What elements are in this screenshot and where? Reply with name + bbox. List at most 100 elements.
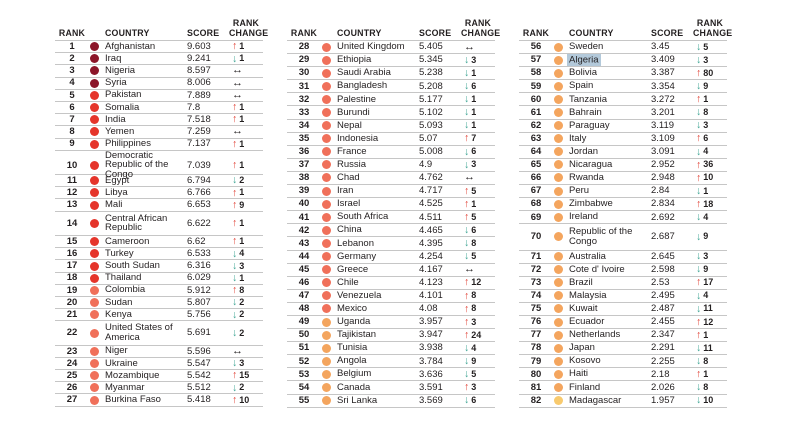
dot-cell xyxy=(89,298,105,308)
score-value: 5.405 xyxy=(419,41,443,53)
country-cell: Iraq xyxy=(105,53,187,64)
rank-same-icon: ↔ xyxy=(232,125,243,138)
score-value: 3.354 xyxy=(651,80,675,92)
score-dot-icon xyxy=(90,176,99,186)
rank-change-value: 2 xyxy=(239,327,245,338)
rank-change-cell: ↓ 3 xyxy=(229,358,263,369)
rank-value: 81 xyxy=(530,381,542,393)
score-value: 7.137 xyxy=(187,138,211,150)
rank-value: 46 xyxy=(298,276,310,288)
country-cell: Libya xyxy=(105,188,187,198)
rank-up-icon: ↑ xyxy=(696,66,702,79)
dot-cell xyxy=(321,42,337,52)
score-dot-icon xyxy=(322,382,331,392)
score-dot-icon xyxy=(322,212,331,222)
country-cell: United States of America xyxy=(105,323,187,343)
dot-cell xyxy=(321,278,337,288)
rank-down-icon: ↓ xyxy=(696,341,702,354)
rank-up-icon: ↑ xyxy=(464,211,470,224)
country-cell: Sri Lanka xyxy=(337,395,419,406)
rank-up-icon: ↑ xyxy=(464,315,470,328)
rank-change-value: 3 xyxy=(471,159,477,170)
score-dot-icon xyxy=(322,225,331,235)
country-cell: Burundi xyxy=(337,107,419,118)
table-row: 37 Russia 4.9 ↓ 3 xyxy=(287,159,495,172)
score-dot-icon xyxy=(554,55,563,65)
rank-change-value: 1 xyxy=(239,272,245,283)
dot-cell xyxy=(89,273,105,283)
dot-cell xyxy=(553,81,569,91)
score-value: 6.766 xyxy=(187,187,211,199)
rank-change-value: 3 xyxy=(471,381,477,392)
country-label: Tanzania xyxy=(569,93,608,105)
score-value: 9.603 xyxy=(187,40,211,52)
rank-change-value: 6 xyxy=(471,224,477,235)
rank-down-icon: ↓ xyxy=(232,174,238,187)
rank-change-cell: ↑ 1 xyxy=(229,188,263,199)
country-cell: Cote d' Ivoire xyxy=(569,263,651,275)
rank-value: 42 xyxy=(298,224,310,236)
country-label: Republic of the Congo xyxy=(569,226,633,247)
table-row: 22 United States of America 5.691 ↓ 2 xyxy=(55,321,263,346)
country-label: Rwanda xyxy=(569,172,604,184)
rank-change-cell: ↑ 18 xyxy=(693,199,727,210)
rank-value: 19 xyxy=(66,284,78,296)
score-dot-icon xyxy=(554,396,563,406)
rank-change-value: 9 xyxy=(703,264,709,275)
country-label: Bangladesh xyxy=(337,80,388,92)
score-value: 5.512 xyxy=(187,382,211,394)
rank-change-value: 4 xyxy=(703,146,709,157)
rank-same-icon: ↔ xyxy=(464,171,475,184)
dot-cell xyxy=(89,328,105,338)
rank-down-icon: ↓ xyxy=(696,106,702,119)
table-row: 21 Kenya 5.756 ↓ 2 xyxy=(55,309,263,322)
score-value: 4.101 xyxy=(419,290,443,302)
score-dot-icon xyxy=(90,273,99,283)
score-dot-icon xyxy=(90,54,99,64)
score-value: 3.784 xyxy=(419,355,443,367)
table-row: 35 Indonesia 5.07 ↑ 7 xyxy=(287,133,495,146)
country-label: Cote d' Ivoire xyxy=(569,263,625,275)
country-label: Thailand xyxy=(105,272,142,284)
country-cell: Mali xyxy=(105,200,187,210)
rank-change-cell: ↑ 5 xyxy=(461,186,495,197)
rank-change-value: 1 xyxy=(239,114,245,125)
dot-cell xyxy=(553,343,569,353)
rank-change-value: 1 xyxy=(239,159,245,170)
rank-change-cell: ↑ 15 xyxy=(229,370,263,381)
rank-change-column-header: RANK CHANGE xyxy=(693,18,733,38)
dot-cell xyxy=(89,42,105,52)
rank-value: 12 xyxy=(66,187,78,199)
rank-column-header: RANK xyxy=(58,27,86,38)
country-label: Democratic Republic of the Congo xyxy=(105,149,169,181)
rank-change-cell: ↑ 1 xyxy=(229,102,263,113)
rows-container: 1 Afghanistan 9.603 ↑ 1 2 Iraq 9.241 ↓ 1 3 Nigeria 8… xyxy=(55,40,263,407)
country-cell: Australia xyxy=(569,251,651,262)
rank-change-cell: ↓ 4 xyxy=(693,291,727,302)
rank-down-icon: ↓ xyxy=(464,355,470,368)
rank-value: 36 xyxy=(298,146,310,158)
country-label: Italy xyxy=(569,132,587,144)
score-value: 4.123 xyxy=(419,276,443,288)
rank-change-cell: ↓ 5 xyxy=(693,42,727,53)
rank-down-icon: ↓ xyxy=(464,66,470,79)
country-cell: Jordan xyxy=(569,146,651,157)
score-dot-icon xyxy=(554,42,563,52)
score-value: 8.597 xyxy=(187,65,211,77)
score-value: 4.167 xyxy=(419,263,443,275)
table-row: 31 Bangladesh 5.208 ↓ 6 xyxy=(287,80,495,94)
rank-change-cell: ↓ 4 xyxy=(693,212,727,223)
score-value: 9.241 xyxy=(187,53,211,65)
dot-cell xyxy=(89,160,105,170)
rank-up-icon: ↑ xyxy=(232,217,238,230)
country-cell: Bolivia xyxy=(569,68,651,78)
rank-change-value: 1 xyxy=(471,107,477,118)
rank-down-icon: ↓ xyxy=(464,53,470,66)
score-dot-icon xyxy=(90,78,99,88)
country-label: Germany xyxy=(337,250,377,262)
rank-value: 78 xyxy=(530,342,542,354)
rank-change-cell: ↑ 1 xyxy=(229,218,263,229)
rank-change-cell: ↓ 5 xyxy=(461,369,495,380)
column-header: RANK COUNTRY SCORE RANK CHANGE xyxy=(55,13,268,40)
country-cell: Belgium xyxy=(337,369,419,379)
